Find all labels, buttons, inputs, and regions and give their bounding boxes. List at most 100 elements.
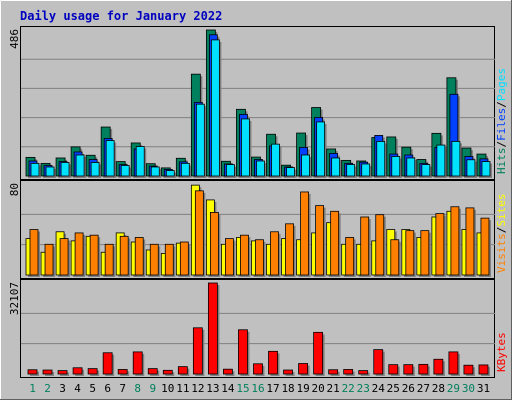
bar-pages-day-19-fill (301, 154, 310, 177)
bar-pages-day-6-fill (105, 140, 115, 177)
bar-visits-day-16 (255, 239, 266, 277)
bar-visits-day-18-fill (285, 223, 294, 276)
bar-kbytes-day-14-fill (223, 368, 233, 375)
y-max-label: 486 (8, 29, 21, 49)
bar-pages-day-1-fill (30, 162, 40, 177)
bar-pages-day-3-fill (60, 162, 70, 177)
bar-visits-day-24-fill (375, 214, 385, 276)
bar-visits-day-10 (164, 243, 176, 277)
bar-pages-day-12 (195, 103, 207, 178)
bar-visits-day-24 (375, 214, 386, 277)
bar-kbytes-day-17-fill (268, 350, 278, 375)
bar-kbytes-day-24 (373, 349, 385, 376)
bar-pages-day-13 (210, 39, 222, 179)
bar-visits-day-10-fill (164, 243, 174, 276)
day-label-30: 30 (462, 382, 475, 395)
bar-visits-day-26-fill (405, 230, 415, 276)
bar-kbytes-day-4 (72, 367, 85, 376)
bar-visits-day-11-fill (179, 241, 189, 276)
bar-visits-day-4-fill (74, 232, 84, 276)
bar-visits-day-2 (44, 243, 56, 277)
bar-kbytes-day-8 (132, 351, 145, 376)
bar-pages-day-10 (165, 170, 177, 178)
bar-kbytes-day-3 (57, 370, 70, 376)
bar-pages-day-10-fill (165, 170, 175, 177)
bar-pages-day-31-fill (481, 161, 491, 177)
bar-visits-day-19 (300, 191, 311, 277)
bar-visits-day-19-fill (300, 191, 309, 276)
bar-pages-day-18 (286, 167, 297, 178)
day-label-23: 23 (357, 382, 370, 395)
bar-pages-day-15 (241, 118, 252, 178)
bar-pages-day-15-fill (241, 118, 250, 177)
panel-border (20, 180, 495, 279)
bar-kbytes-day-2-fill (42, 369, 53, 375)
bar-visits-day-22 (345, 237, 356, 277)
day-label-2: 2 (44, 382, 51, 395)
bar-pages-day-18-fill (286, 167, 295, 177)
bar-kbytes-day-5 (87, 368, 100, 376)
day-label-11: 11 (176, 382, 189, 395)
day-label-25: 25 (387, 382, 400, 395)
day-label-7: 7 (119, 382, 126, 395)
bar-kbytes-day-11 (177, 366, 190, 376)
bar-kbytes-day-30 (463, 364, 475, 376)
day-label-5: 5 (89, 382, 96, 395)
day-label-28: 28 (432, 382, 445, 395)
bar-kbytes-day-18-fill (283, 369, 293, 375)
bar-pages-day-9-fill (150, 166, 160, 177)
bar-visits-day-2-fill (44, 243, 54, 276)
bar-kbytes-day-12-fill (192, 327, 203, 375)
bar-visits-day-16-fill (255, 239, 264, 276)
bar-kbytes-day-9 (147, 368, 160, 376)
bar-kbytes-day-20 (313, 331, 325, 376)
day-label-27: 27 (417, 382, 430, 395)
bar-visits-day-8 (134, 237, 146, 277)
legend-visits-sites: Visits/Sites (495, 194, 508, 274)
bar-visits-day-4 (74, 232, 86, 277)
bar-visits-day-1 (29, 229, 40, 277)
legend-entry-pages: Pages (495, 68, 508, 101)
bar-kbytes-day-27-fill (418, 363, 429, 375)
bar-pages-day-20 (316, 121, 327, 178)
bar-pages-day-7 (120, 165, 132, 178)
bar-kbytes-day-27 (418, 363, 430, 376)
bar-kbytes-day-7 (117, 369, 130, 376)
day-label-13: 13 (206, 382, 219, 395)
bar-visits-day-9 (149, 243, 161, 277)
bar-kbytes-day-22-fill (343, 369, 354, 375)
bar-visits-day-25-fill (390, 239, 400, 276)
day-label-8: 8 (134, 382, 141, 395)
bar-kbytes-day-19-fill (298, 363, 308, 375)
bar-kbytes-day-31-fill (478, 364, 489, 375)
bar-visits-day-27-fill (420, 230, 430, 276)
bar-pages-day-2-fill (45, 166, 55, 177)
bar-visits-day-25 (390, 239, 401, 277)
bar-pages-day-30 (466, 159, 477, 178)
bar-pages-day-16-fill (256, 160, 265, 177)
bar-pages-day-22-fill (346, 164, 356, 177)
bar-visits-day-3-fill (59, 238, 69, 276)
bar-visits-day-23 (360, 216, 371, 277)
bar-pages-day-27 (421, 164, 432, 178)
bar-kbytes-day-25-fill (388, 364, 399, 375)
bar-pages-day-19 (301, 154, 312, 178)
bar-kbytes-day-20-fill (313, 331, 324, 375)
day-label-22: 22 (342, 382, 355, 395)
chart-panels: 486Hits/Files/Pages80Visits/Sites32107KB… (8, 26, 508, 378)
day-label-6: 6 (104, 382, 111, 395)
day-label-14: 14 (221, 382, 235, 395)
bar-pages-day-5-fill (90, 162, 100, 177)
bar-visits-day-17-fill (270, 231, 279, 276)
bar-kbytes-day-23 (358, 370, 370, 376)
bar-pages-day-5 (90, 162, 102, 178)
bar-kbytes-day-5-fill (87, 368, 98, 375)
day-label-12: 12 (191, 382, 204, 395)
y-max-label: 80 (8, 183, 21, 196)
bar-kbytes-day-18 (283, 369, 295, 376)
bar-kbytes-day-21 (328, 369, 340, 376)
day-label-3: 3 (59, 382, 66, 395)
